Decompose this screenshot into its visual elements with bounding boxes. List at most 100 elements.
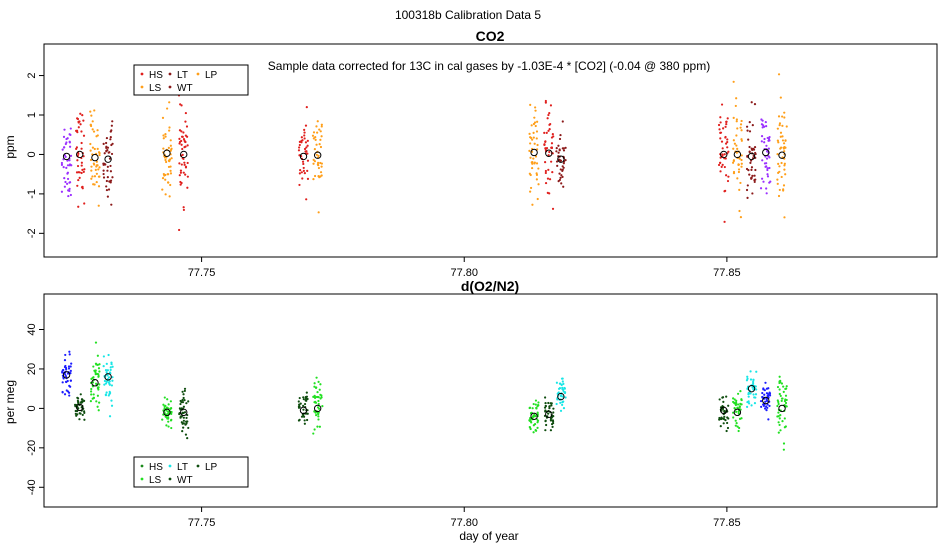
data-point xyxy=(558,172,561,175)
data-point xyxy=(765,157,769,160)
data-point xyxy=(562,162,565,165)
data-point xyxy=(561,120,564,123)
data-point xyxy=(167,425,170,428)
data-point xyxy=(102,142,105,145)
y-tick-label: -1 xyxy=(26,189,38,199)
data-point xyxy=(719,161,722,165)
cluster-mean-marker xyxy=(762,396,770,405)
data-point xyxy=(93,369,96,372)
data-point xyxy=(777,115,781,118)
data-point xyxy=(763,162,767,165)
data-point xyxy=(535,162,539,165)
data-point xyxy=(111,379,114,382)
data-point xyxy=(61,370,64,373)
data-point xyxy=(781,420,784,423)
data-point xyxy=(109,135,112,139)
data-point xyxy=(528,149,531,152)
data-point xyxy=(534,106,537,109)
data-point xyxy=(62,135,66,138)
data-point xyxy=(67,194,70,198)
data-point xyxy=(543,406,547,409)
data-point xyxy=(318,128,321,131)
data-point xyxy=(560,182,563,185)
data-point xyxy=(68,163,72,166)
data-point xyxy=(180,104,183,107)
data-point xyxy=(754,151,757,155)
data-point xyxy=(167,165,171,169)
data-point xyxy=(96,386,99,390)
co2-ylabel: ppm xyxy=(3,135,17,158)
data-point xyxy=(168,195,171,198)
data-point xyxy=(767,418,770,421)
data-point xyxy=(96,394,99,397)
data-point xyxy=(164,178,167,181)
data-point xyxy=(187,426,190,430)
data-point xyxy=(765,405,768,408)
data-point xyxy=(725,429,728,433)
data-point xyxy=(750,147,753,150)
data-point xyxy=(92,130,96,133)
data-point xyxy=(784,404,787,407)
data-point xyxy=(534,399,538,402)
data-point xyxy=(78,176,81,179)
x-tick-label: 77.85 xyxy=(713,517,741,529)
data-point xyxy=(313,160,317,163)
data-point xyxy=(64,366,68,370)
data-point xyxy=(745,188,749,192)
co2-legend-ls: LS xyxy=(149,83,162,94)
data-point xyxy=(69,365,72,368)
data-point xyxy=(302,415,306,418)
data-point xyxy=(61,148,64,151)
data-point xyxy=(301,177,304,180)
data-point xyxy=(765,144,768,147)
data-point xyxy=(739,123,743,126)
data-point xyxy=(184,120,187,123)
data-point xyxy=(302,398,305,401)
data-point xyxy=(95,135,98,138)
data-point xyxy=(67,391,71,394)
data-point xyxy=(724,135,727,139)
data-point xyxy=(536,405,539,408)
data-point xyxy=(303,131,306,134)
data-point xyxy=(168,158,171,161)
data-point xyxy=(763,389,766,392)
data-point xyxy=(547,401,550,405)
data-point xyxy=(169,400,172,403)
data-point xyxy=(97,373,100,376)
data-point xyxy=(781,135,784,138)
data-point xyxy=(179,402,182,406)
data-point xyxy=(79,393,82,396)
data-point xyxy=(544,409,547,412)
data-point xyxy=(739,216,743,219)
data-point xyxy=(535,137,538,140)
data-point xyxy=(760,140,763,143)
data-point xyxy=(183,387,187,390)
data-point xyxy=(529,142,532,145)
data-point xyxy=(317,418,320,421)
data-point xyxy=(181,430,184,433)
data-point xyxy=(548,123,551,126)
data-point xyxy=(732,139,735,142)
data-point xyxy=(548,111,551,115)
data-point xyxy=(733,398,736,401)
data-point xyxy=(170,426,173,430)
data-point xyxy=(762,124,765,127)
data-point xyxy=(89,123,92,126)
data-point xyxy=(64,180,67,184)
data-point xyxy=(551,133,554,136)
data-point xyxy=(69,127,72,130)
co2-legend-dot-wt xyxy=(168,85,172,89)
data-point xyxy=(561,380,564,383)
data-point xyxy=(749,161,752,164)
data-point xyxy=(740,138,743,141)
data-point xyxy=(720,165,723,168)
data-point xyxy=(166,398,169,401)
data-point xyxy=(766,168,769,172)
data-point xyxy=(182,416,185,419)
data-point xyxy=(181,398,184,402)
data-point xyxy=(302,169,305,172)
data-point xyxy=(721,163,724,166)
data-point xyxy=(98,401,101,404)
data-point xyxy=(721,147,724,150)
data-point xyxy=(82,119,85,122)
